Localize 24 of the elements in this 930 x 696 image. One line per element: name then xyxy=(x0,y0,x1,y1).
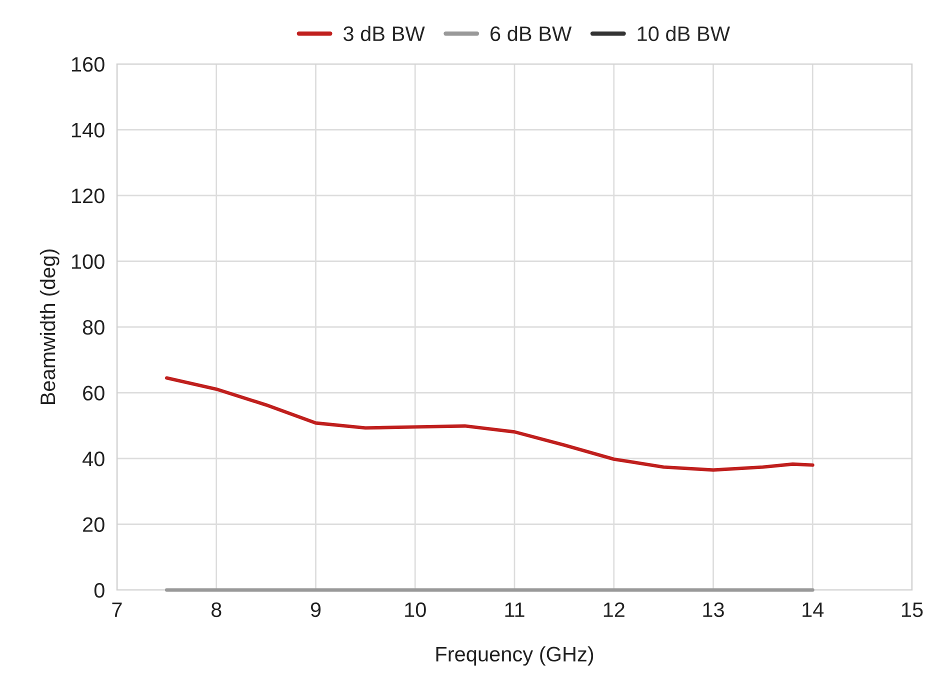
y-tick-label: 40 xyxy=(82,452,104,466)
y-tick-label: 120 xyxy=(72,188,104,204)
x-tick-label: 11 xyxy=(505,602,524,617)
y-axis-title: Beamwidth (deg) xyxy=(40,250,60,404)
legend-label: 10 dB BW xyxy=(638,26,730,42)
x-tick-label: 9 xyxy=(310,602,321,618)
x-tick-label: 10 xyxy=(405,602,426,618)
x-tick-label: 8 xyxy=(211,602,222,618)
x-tick-label: 13 xyxy=(703,602,724,618)
y-tick-label: 100 xyxy=(72,254,104,270)
x-tick-label: 12 xyxy=(604,602,624,617)
x-tick-label: 15 xyxy=(902,602,923,618)
line-series xyxy=(164,376,814,472)
legend-label: 6 dB BW xyxy=(490,26,572,42)
y-tick-label: 0 xyxy=(94,583,104,598)
y-tick-label: 140 xyxy=(72,122,104,138)
x-tick-label: 14 xyxy=(802,602,824,617)
x-tick-label: 7 xyxy=(112,602,122,617)
y-tick-label: 80 xyxy=(82,320,104,335)
y-tick-label: 160 xyxy=(72,57,104,72)
legend-label: 3 dB BW xyxy=(343,26,425,42)
y-tick-label: 20 xyxy=(83,517,104,532)
x-axis-title: Frequency (GHz) xyxy=(436,646,594,666)
y-tick-label: 60 xyxy=(83,386,104,401)
